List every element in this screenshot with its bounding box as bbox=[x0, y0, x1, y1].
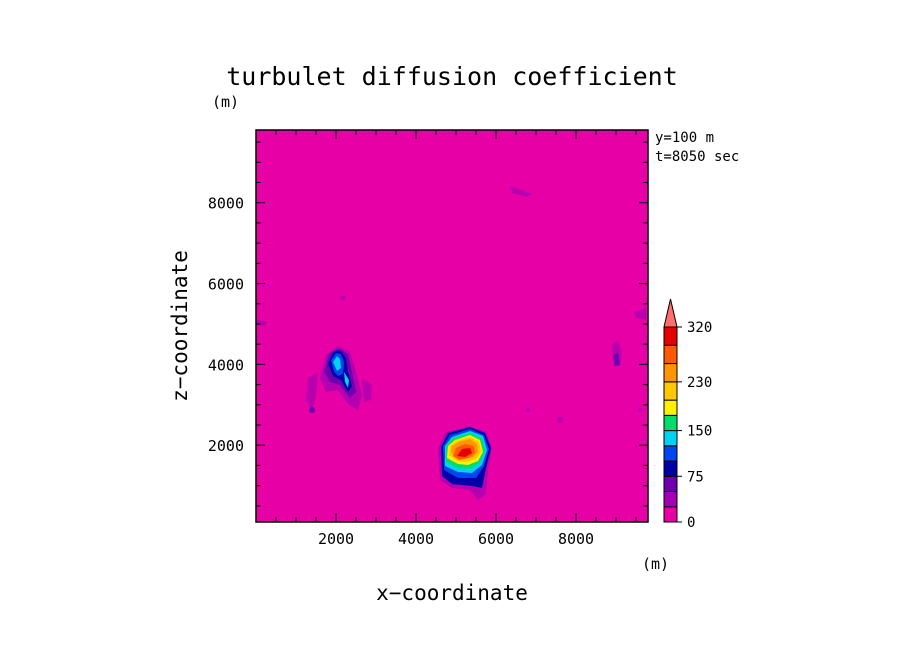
y-tick-label: 8000 bbox=[208, 195, 244, 213]
colorbar-swatch bbox=[663, 326, 678, 346]
colorbar-tick-label: 230 bbox=[687, 375, 712, 391]
colorbar-swatch bbox=[663, 445, 678, 462]
colorbar-tick-label: 320 bbox=[687, 320, 712, 336]
minor-features bbox=[257, 186, 646, 423]
colorbar-swatch bbox=[663, 460, 678, 477]
axis-ticks: 2000 4000 6000 8000 2000 4000 6000 8000 bbox=[208, 130, 648, 548]
plot-frame bbox=[255, 129, 649, 523]
colorbar-swatch bbox=[663, 430, 678, 447]
colorbar-tick-label: 0 bbox=[687, 515, 695, 531]
x-tick-label: 8000 bbox=[558, 530, 594, 548]
colorbar-swatch bbox=[663, 344, 678, 365]
colorbar-extend-arrow bbox=[663, 298, 678, 328]
colorbar-swatch bbox=[663, 399, 678, 416]
x-axis-label: x−coordinate bbox=[376, 581, 528, 605]
colorbar-swatch bbox=[663, 363, 678, 383]
colorbar-swatch bbox=[663, 475, 678, 493]
x-tick-label: 6000 bbox=[478, 530, 514, 548]
minor-feature-left-core bbox=[309, 407, 315, 413]
colorbar-tick-label: 75 bbox=[687, 469, 704, 485]
annotation-y: y=100 m bbox=[655, 130, 714, 146]
colorbar: 0 75 150 230 320 bbox=[663, 298, 712, 531]
colorbar-tick-label: 150 bbox=[687, 424, 712, 440]
x-tick-label: 2000 bbox=[318, 530, 354, 548]
y-tick-label: 4000 bbox=[208, 356, 244, 374]
chart-title: turbulet diffusion coefficient bbox=[226, 62, 678, 91]
y-axis-label: z−coordinate bbox=[168, 250, 192, 402]
x-tick-label: 4000 bbox=[398, 530, 434, 548]
lower-middle-cell bbox=[438, 426, 492, 500]
y-tick-label: 6000 bbox=[208, 276, 244, 294]
colorbar-swatch bbox=[663, 381, 678, 401]
plot-area: 2000 4000 6000 8000 2000 4000 6000 8000 bbox=[208, 129, 649, 548]
y-unit-label: (m) bbox=[212, 93, 239, 111]
annotation-t: t=8050 sec bbox=[655, 149, 739, 165]
y-tick-label: 2000 bbox=[208, 437, 244, 455]
x-unit-label: (m) bbox=[642, 555, 669, 573]
minor-feature-right-core bbox=[613, 352, 620, 366]
colorbar-swatch bbox=[663, 414, 678, 432]
colorbar-swatch bbox=[663, 506, 678, 523]
upper-left-cell bbox=[320, 346, 362, 410]
colorbar-swatch bbox=[663, 491, 678, 508]
